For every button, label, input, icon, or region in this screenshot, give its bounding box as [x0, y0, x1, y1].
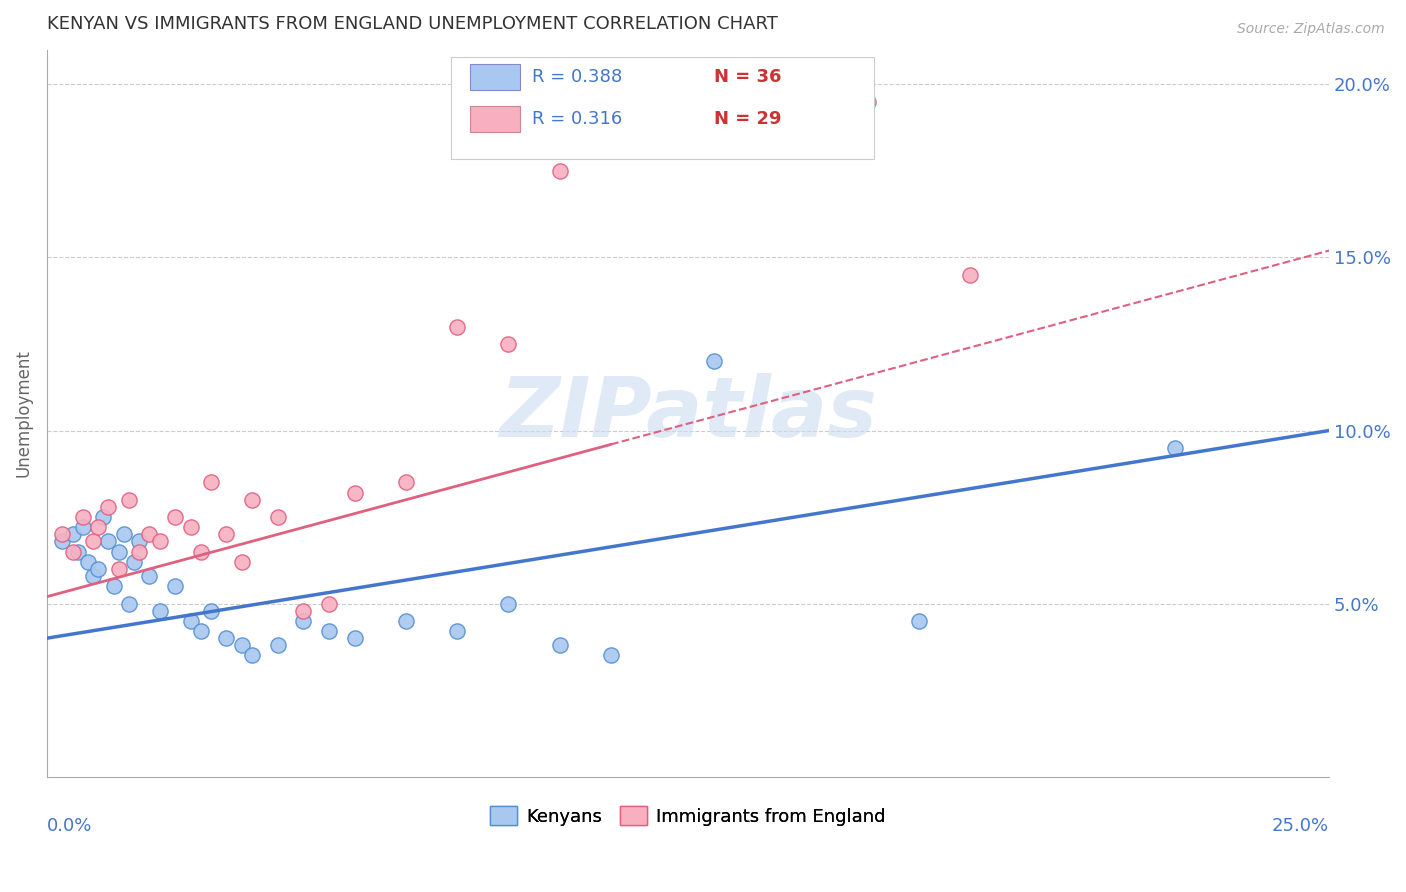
Point [77, 555, 100, 569]
Point [343, 631, 366, 645]
Point [107, 562, 129, 576]
Point [82, 569, 104, 583]
Y-axis label: Unemployment: Unemployment [15, 350, 32, 477]
Point [215, 631, 238, 645]
Point [149, 534, 172, 549]
Point [72, 520, 94, 534]
Text: N = 36: N = 36 [714, 68, 782, 86]
Point [179, 614, 201, 628]
FancyBboxPatch shape [470, 106, 520, 132]
Point [87, 520, 110, 534]
Point [72, 510, 94, 524]
Point [395, 475, 418, 490]
Point [856, 95, 879, 109]
Point [292, 614, 315, 628]
Point [165, 579, 187, 593]
Point [118, 597, 141, 611]
Point [498, 337, 520, 351]
Point [87, 562, 110, 576]
Point [91, 510, 114, 524]
Point [703, 354, 725, 368]
Point [138, 527, 160, 541]
Point [112, 527, 135, 541]
Point [62, 527, 84, 541]
Point [231, 555, 253, 569]
Point [128, 544, 150, 558]
Text: N = 29: N = 29 [714, 110, 782, 128]
Point [240, 648, 263, 663]
Point [267, 510, 290, 524]
Point [200, 603, 222, 617]
Text: KENYAN VS IMMIGRANTS FROM ENGLAND UNEMPLOYMENT CORRELATION CHART: KENYAN VS IMMIGRANTS FROM ENGLAND UNEMPL… [46, 15, 778, 33]
Point [959, 268, 981, 282]
Text: 25.0%: 25.0% [1272, 816, 1329, 835]
Point [318, 597, 340, 611]
Text: 0.0%: 0.0% [46, 816, 93, 835]
Point [446, 319, 468, 334]
Point [600, 648, 623, 663]
Point [267, 638, 290, 652]
Point [128, 534, 150, 549]
Point [395, 614, 418, 628]
Point [62, 544, 84, 558]
Point [548, 638, 571, 652]
Text: R = 0.316: R = 0.316 [531, 110, 621, 128]
Point [190, 624, 212, 639]
Point [97, 534, 120, 549]
Point [292, 603, 315, 617]
Point [318, 624, 340, 639]
Point [548, 164, 571, 178]
Point [107, 544, 129, 558]
Point [446, 624, 468, 639]
Point [200, 475, 222, 490]
Legend: Kenyans, Immigrants from England: Kenyans, Immigrants from England [484, 799, 893, 833]
Point [240, 492, 263, 507]
Point [103, 579, 125, 593]
Point [138, 569, 160, 583]
Point [66, 544, 89, 558]
Text: R = 0.388: R = 0.388 [531, 68, 621, 86]
Point [343, 485, 366, 500]
Point [1164, 441, 1187, 455]
Point [118, 492, 141, 507]
FancyBboxPatch shape [451, 57, 875, 159]
Point [907, 614, 929, 628]
Point [51, 534, 73, 549]
Point [215, 527, 238, 541]
Point [82, 534, 104, 549]
Point [51, 527, 73, 541]
Point [97, 500, 120, 514]
Text: ZIPatlas: ZIPatlas [499, 373, 877, 454]
Point [122, 555, 145, 569]
Point [231, 638, 253, 652]
Point [179, 520, 201, 534]
Point [149, 603, 172, 617]
Point [165, 510, 187, 524]
Point [806, 129, 828, 144]
FancyBboxPatch shape [470, 63, 520, 90]
Point [498, 597, 520, 611]
Point [190, 544, 212, 558]
Text: Source: ZipAtlas.com: Source: ZipAtlas.com [1237, 22, 1385, 37]
